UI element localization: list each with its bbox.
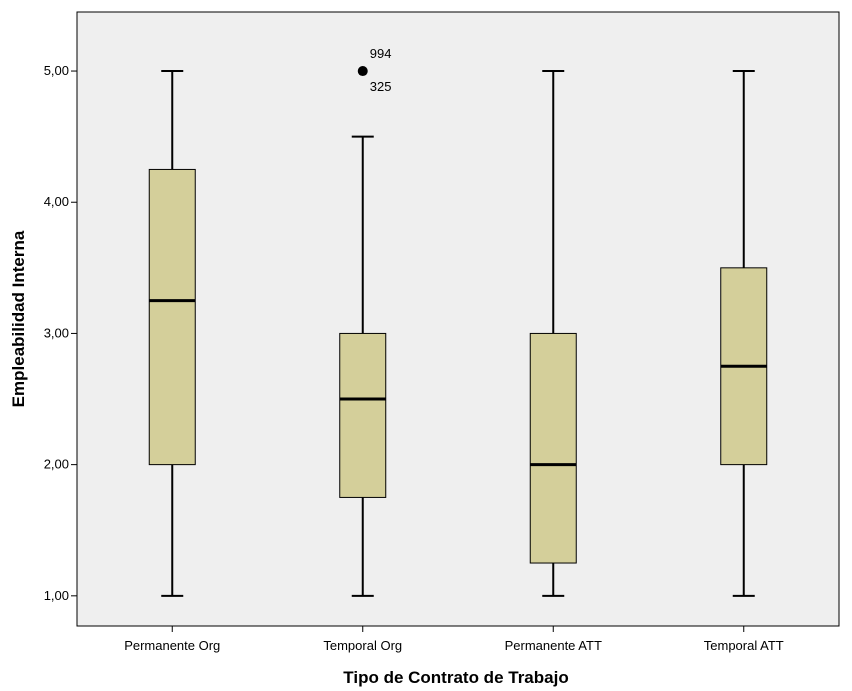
outlier-label: 325 [370,79,392,94]
plot-area [76,11,840,627]
x-tick-label: Permanente ATT [505,638,602,653]
y-axis: 1,00 2,00 3,00 4,00 5,00 [44,63,77,603]
boxes: 994 325 [148,46,768,597]
y-tick-label: 1,00 [44,588,69,603]
x-axis: Permanente Org Temporal Org Permanente ATT… [124,626,784,653]
iqr-box [529,332,577,564]
box-group: 994 325 [339,46,392,597]
x-axis-title: Tipo de Contrato de Trabajo [343,668,568,687]
box-group [529,70,577,597]
y-tick-label: 3,00 [44,325,69,340]
x-tick-label: Temporal ATT [704,638,784,653]
iqr-box [339,332,387,498]
box-group [148,70,196,597]
x-tick-label: Temporal Org [323,638,402,653]
y-tick-label: 5,00 [44,63,69,78]
outlier-label: 994 [370,46,392,61]
box-group [720,70,768,597]
y-tick-label: 2,00 [44,457,69,472]
y-tick-label: 4,00 [44,194,69,209]
y-axis-title: Empleabilidad Interna [9,230,28,407]
iqr-box [148,168,196,466]
outlier-point [357,66,368,77]
x-tick-label: Permanente Org [124,638,220,653]
